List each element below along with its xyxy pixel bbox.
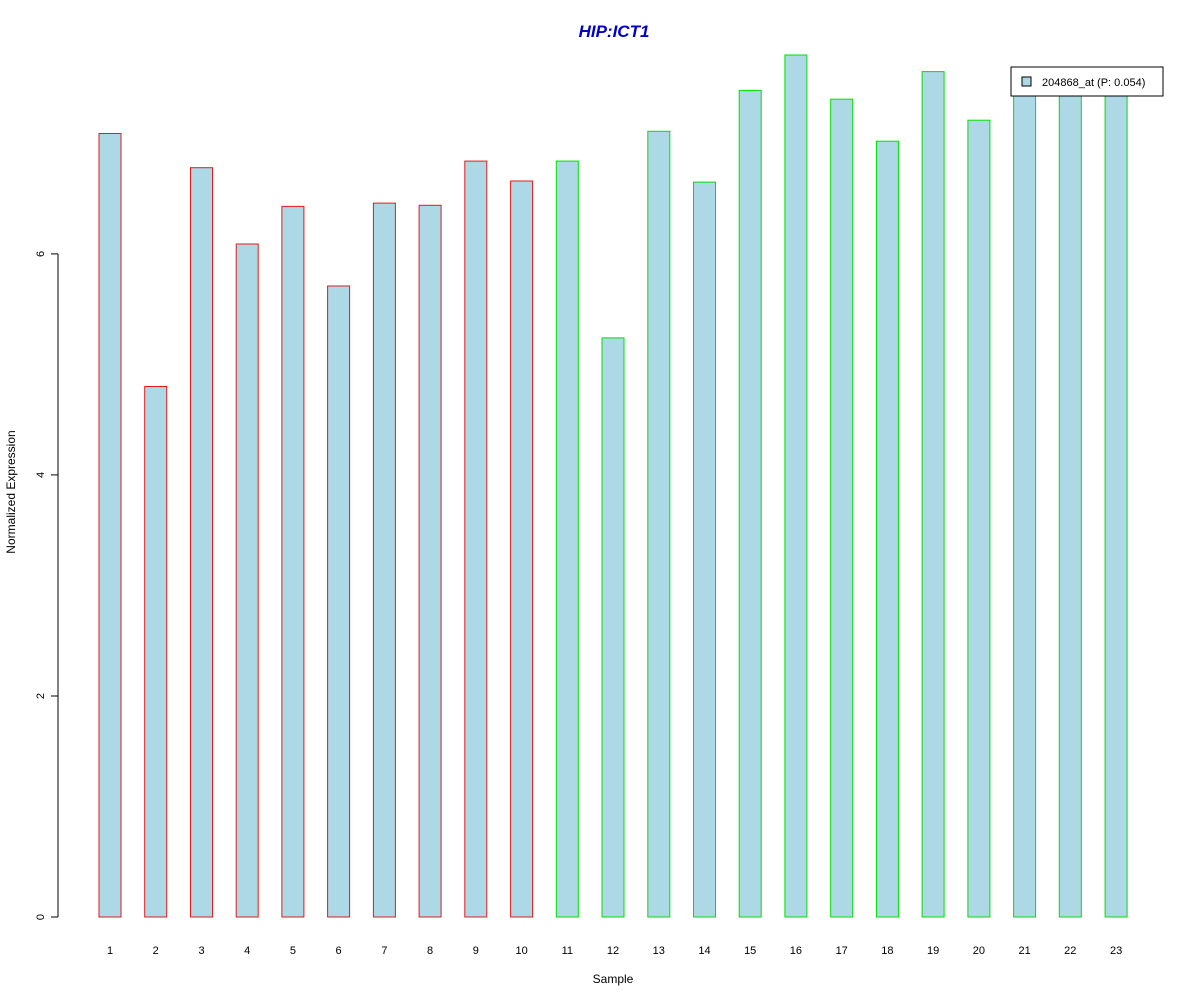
- bar-sample-16: [784, 54, 808, 918]
- y-tick-label: 4: [35, 472, 47, 478]
- bar-sample-17: [830, 98, 854, 918]
- legend-entry-label: 204868_at (P: 0.054): [1042, 77, 1145, 89]
- chart-title: HIP:ICT1: [579, 22, 650, 41]
- x-tick-label: 9: [473, 945, 479, 957]
- x-tick-label: 11: [562, 945, 573, 957]
- bar-sample-11: [555, 160, 579, 918]
- bar-sample-9: [464, 160, 488, 918]
- legend-swatch: [1021, 76, 1032, 87]
- bar-sample-12: [601, 337, 625, 918]
- bar-sample-15: [738, 89, 762, 918]
- x-tick-label: 1: [107, 945, 113, 957]
- x-tick-label: 19: [927, 945, 939, 957]
- x-tick-label: 21: [1018, 945, 1030, 957]
- bar-sample-18: [875, 140, 899, 918]
- x-tick-label: 15: [744, 945, 756, 957]
- bars-group: [98, 54, 1128, 918]
- bar-sample-8: [418, 204, 442, 918]
- x-axis-label: Sample: [593, 972, 634, 986]
- bar-sample-10: [510, 180, 534, 918]
- bar-sample-6: [327, 285, 351, 918]
- x-tick-label: 12: [607, 945, 619, 957]
- x-tick-label: 20: [973, 945, 985, 957]
- bar-sample-22: [1058, 85, 1082, 918]
- bar-sample-5: [281, 205, 305, 918]
- y-axis: 0 2 4 6: [35, 251, 59, 920]
- bar-sample-20: [967, 119, 991, 918]
- x-tick-label: 16: [790, 945, 802, 957]
- bar-sample-23: [1104, 87, 1128, 918]
- y-axis-label: Normalized Expression: [4, 430, 18, 553]
- legend-box: [1010, 66, 1164, 97]
- x-tick-label: 4: [244, 945, 250, 957]
- x-tick-label: 8: [427, 945, 433, 957]
- y-tick-label: 2: [35, 693, 47, 699]
- legend: 204868_at (P: 0.054): [1010, 66, 1164, 97]
- x-tick-label: 17: [836, 945, 848, 957]
- bar-sample-7: [372, 202, 396, 918]
- y-tick-label: 6: [35, 251, 47, 257]
- bar-sample-1: [98, 133, 122, 918]
- x-tick-label: 22: [1064, 945, 1076, 957]
- y-tick-label: 0: [35, 914, 47, 920]
- bar-sample-21: [1013, 84, 1037, 918]
- x-tick-label: 2: [153, 945, 159, 957]
- x-tick-label: 6: [336, 945, 342, 957]
- x-tick-label: 7: [381, 945, 387, 957]
- x-tick-label: 18: [881, 945, 893, 957]
- bar-sample-19: [921, 71, 945, 918]
- x-tick-label: 14: [698, 945, 710, 957]
- bar-sample-2: [144, 386, 168, 918]
- x-tick-labels: 1 2 3 4 5 6 7 8 9 10 11 12 13 14 15 16 17 18 19 20 21 22 23: [107, 945, 1122, 957]
- x-tick-label: 10: [515, 945, 527, 957]
- bar-sample-14: [693, 181, 716, 918]
- bar-sample-13: [647, 130, 671, 918]
- x-tick-label: 5: [290, 945, 296, 957]
- bar-sample-4: [235, 243, 259, 918]
- x-tick-label: 3: [198, 945, 204, 957]
- x-tick-label: 23: [1110, 945, 1122, 957]
- x-tick-label: 13: [653, 945, 665, 957]
- bar-sample-3: [190, 167, 213, 918]
